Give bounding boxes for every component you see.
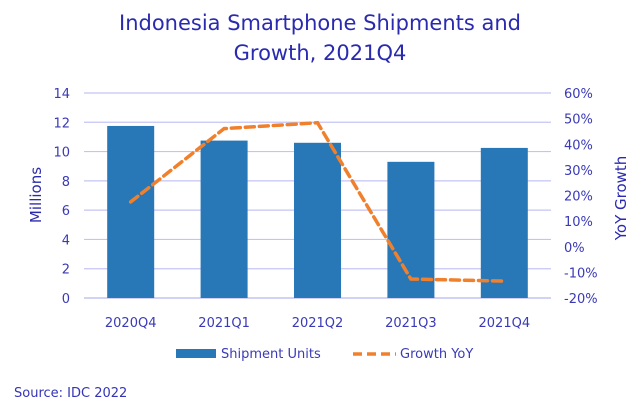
source-note: Source: IDC 2022: [14, 386, 128, 401]
legend-swatch-shipment-units: [176, 349, 216, 358]
right-tick-label: 10%: [564, 215, 593, 230]
bar: [107, 125, 155, 298]
left-tick-label: 0: [62, 292, 70, 307]
left-tick-label: 2: [62, 263, 70, 278]
left-tick-label: 12: [53, 116, 70, 131]
bar-series: [107, 125, 528, 298]
chart-title-line-1: Indonesia Smartphone Shipments and: [119, 11, 521, 35]
x-axis-ticks: 2020Q4 2021Q1 2021Q2 2021Q3 2021Q4: [105, 316, 530, 331]
right-tick-label: 40%: [564, 138, 593, 153]
bar: [480, 147, 528, 298]
left-axis-title: Millions: [27, 167, 45, 223]
legend-label-growth-yoy: Growth YoY: [400, 347, 473, 362]
left-tick-label: 8: [62, 175, 70, 190]
right-tick-label: -20%: [564, 292, 598, 307]
legend-label-shipment-units: Shipment Units: [221, 347, 321, 362]
right-tick-label: 30%: [564, 164, 593, 179]
x-tick-label: 2021Q3: [385, 316, 437, 331]
right-tick-label: -10%: [564, 266, 598, 281]
left-tick-label: 4: [62, 233, 70, 248]
line-series: [128, 120, 507, 283]
right-axis-title: YoY Growth: [612, 156, 630, 242]
left-tick-label: 10: [53, 146, 70, 161]
left-tick-label: 14: [53, 87, 70, 102]
chart-title-line-2: Growth, 2021Q4: [233, 41, 407, 65]
right-tick-label: 60%: [564, 87, 593, 102]
right-tick-label: 50%: [564, 113, 593, 128]
x-tick-label: 2020Q4: [105, 316, 157, 331]
bar: [200, 140, 248, 298]
x-tick-label: 2021Q4: [479, 316, 531, 331]
right-axis-ticks: -20% -10% 0% 10% 20% 30% 40% 50% 60%: [564, 87, 598, 307]
right-tick-label: 20%: [564, 190, 593, 205]
legend: Shipment Units Growth YoY: [176, 347, 473, 362]
x-tick-label: 2021Q1: [198, 316, 250, 331]
bar: [294, 142, 341, 298]
x-tick-label: 2021Q2: [292, 316, 344, 331]
right-tick-label: 0%: [564, 241, 585, 256]
chart-title: Indonesia Smartphone Shipments and Growt…: [0, 8, 640, 68]
left-tick-label: 6: [62, 204, 70, 219]
left-axis-ticks: 0 2 4 6 8 10 12 14: [53, 87, 70, 307]
bar: [387, 161, 435, 298]
